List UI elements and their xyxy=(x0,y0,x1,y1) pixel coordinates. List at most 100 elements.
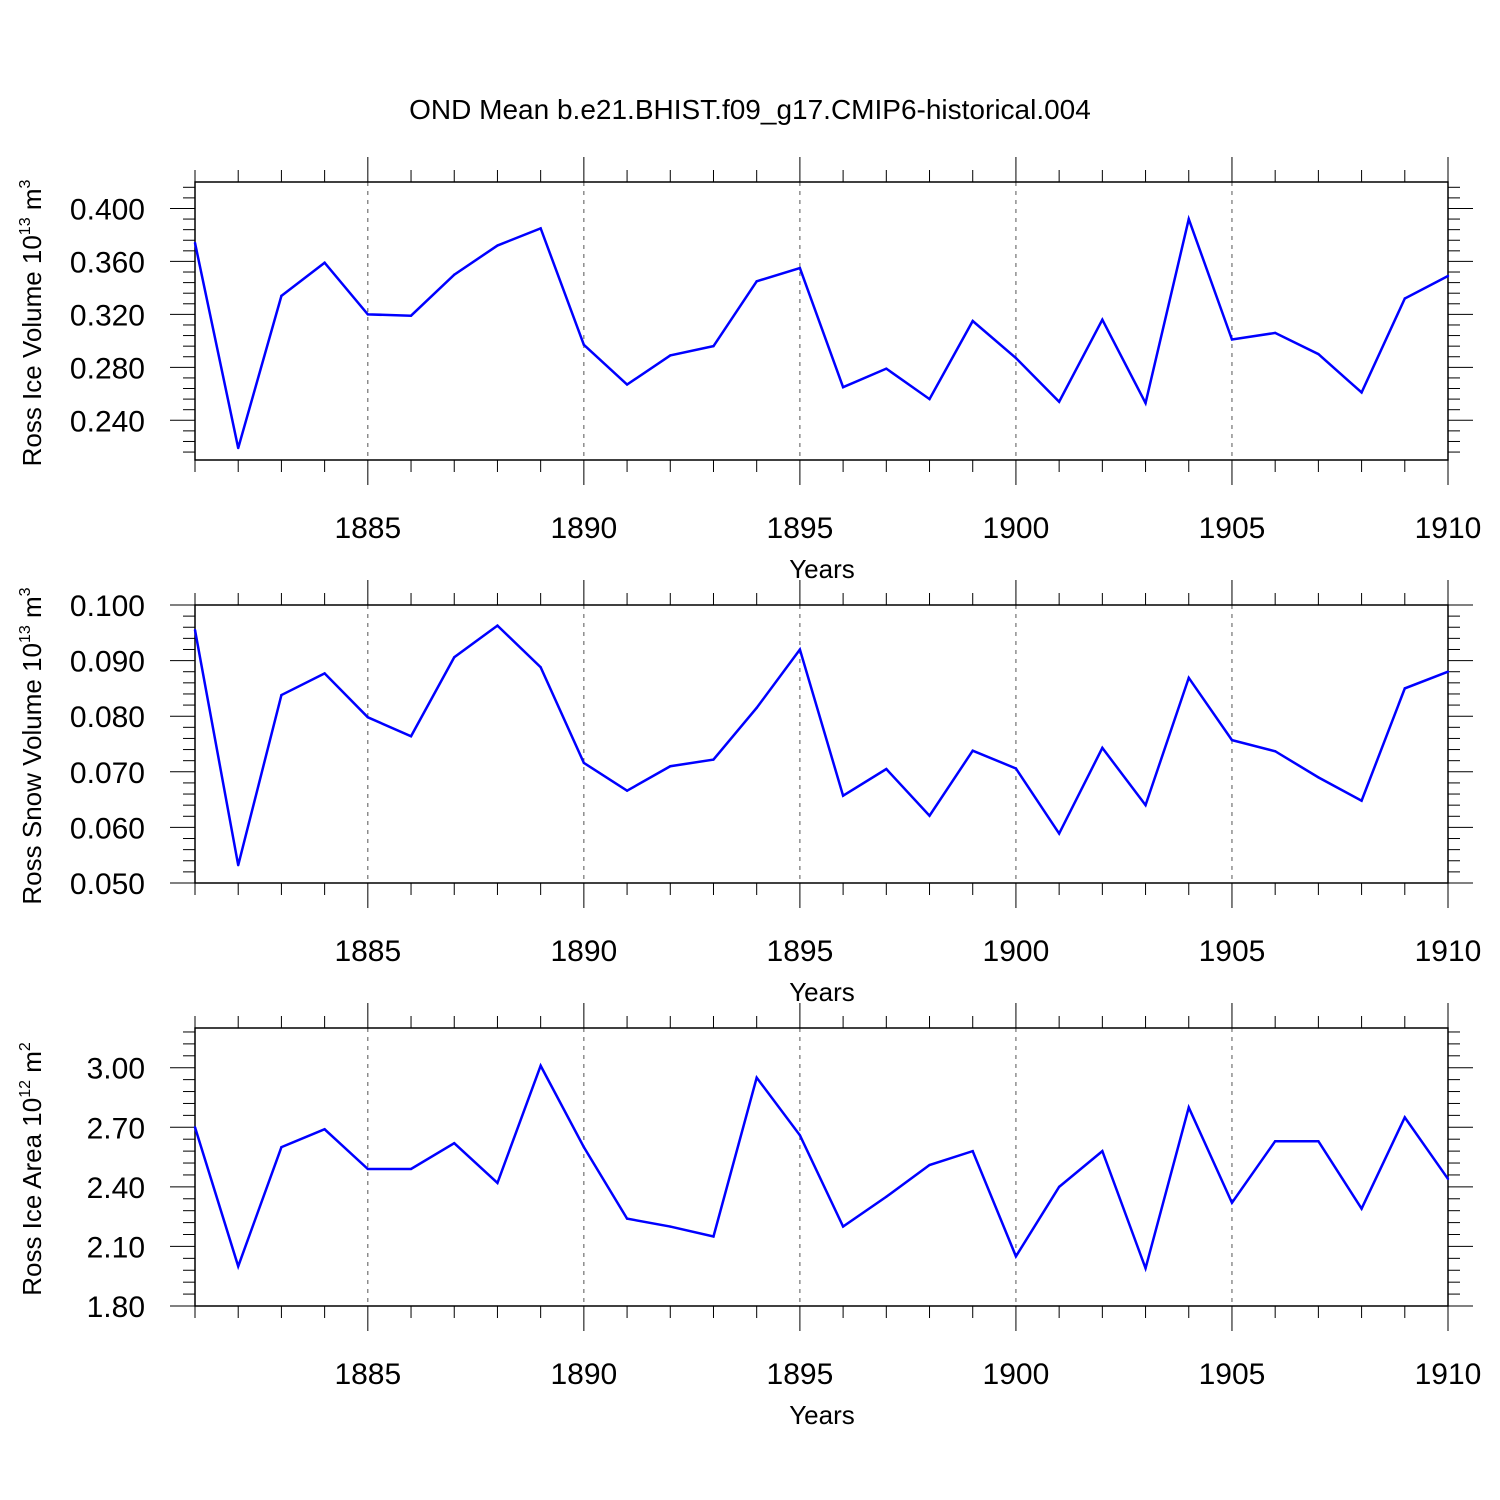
y-tick-label: 0.360 xyxy=(70,246,145,279)
y-tick-label: 0.060 xyxy=(70,812,145,845)
y-tick-label: 0.080 xyxy=(70,701,145,734)
data-point xyxy=(582,343,586,347)
data-point xyxy=(798,266,802,270)
data-point xyxy=(323,672,326,675)
data-point xyxy=(625,1217,629,1220)
y-tick-label: 0.100 xyxy=(70,590,145,623)
data-point xyxy=(928,1163,931,1167)
data-point xyxy=(193,1126,197,1129)
panel-ross-ice-area: 1.80 2.10 2.40 2.70 3.00 1885 1890 1895 1900 1905… xyxy=(17,1003,1481,1430)
series-line-ross-snow-volume xyxy=(193,623,1449,866)
x-axis-label: Years xyxy=(789,977,855,1007)
data-point xyxy=(409,314,413,317)
x-tick-label: 1900 xyxy=(983,1358,1050,1391)
data-point xyxy=(366,313,370,316)
data-point xyxy=(582,761,586,765)
data-point xyxy=(1403,1116,1406,1119)
data-point xyxy=(453,656,456,659)
data-point xyxy=(712,1235,715,1238)
data-point xyxy=(1273,1139,1277,1143)
data-point xyxy=(1273,331,1277,335)
x-tick-label: 1910 xyxy=(1415,512,1482,545)
data-point xyxy=(1317,352,1320,356)
data-point xyxy=(1057,400,1061,403)
data-point xyxy=(669,1225,672,1228)
y-axis-label: Ross Snow Volume 1013 m3 xyxy=(17,587,47,904)
data-point xyxy=(885,367,888,370)
x-tick-label: 1885 xyxy=(334,1358,401,1391)
data-point xyxy=(496,244,499,247)
data-point xyxy=(755,280,758,283)
y-tick-label: 0.070 xyxy=(70,757,145,790)
data-point xyxy=(582,1145,586,1149)
data-point xyxy=(1057,832,1061,835)
data-point xyxy=(712,344,715,348)
data-point xyxy=(841,794,845,797)
y-tick-label: 2.10 xyxy=(87,1231,145,1264)
data-point xyxy=(755,706,758,710)
data-point xyxy=(1187,217,1190,221)
plot-frame xyxy=(194,181,1449,461)
y-tick-label: 0.050 xyxy=(70,868,145,901)
data-point xyxy=(1360,1207,1363,1210)
data-point xyxy=(496,624,499,627)
data-point xyxy=(1360,799,1363,802)
data-point xyxy=(1014,1255,1018,1258)
data-point xyxy=(1101,318,1104,321)
data-point xyxy=(280,693,283,697)
series-line-ross-ice-volume xyxy=(193,214,1449,449)
data-point xyxy=(885,767,888,771)
data-point xyxy=(625,383,629,386)
data-point xyxy=(237,446,240,450)
x-tick-label: 1910 xyxy=(1415,1358,1482,1391)
data-point xyxy=(453,273,456,276)
data-point xyxy=(409,735,413,738)
data-point xyxy=(1317,776,1320,779)
data-point xyxy=(1057,1185,1061,1189)
chart-title: OND Mean b.e21.BHIST.f09_g17.CMIP6-histo… xyxy=(409,94,1091,125)
data-point xyxy=(237,1265,240,1268)
data-point xyxy=(539,227,542,230)
data-point xyxy=(1014,767,1018,770)
data-point xyxy=(193,628,197,632)
x-tick-label: 1900 xyxy=(983,512,1050,545)
data-point xyxy=(841,1225,845,1228)
data-point xyxy=(323,261,326,264)
panel-ross-snow-volume: 0.050 0.060 0.070 0.080 0.090 0.100 1885 1890 18… xyxy=(17,580,1481,1007)
data-point xyxy=(1014,356,1018,360)
data-point xyxy=(280,294,283,298)
data-point xyxy=(1144,401,1147,405)
data-point xyxy=(280,1145,283,1149)
data-point xyxy=(409,1167,413,1171)
data-point xyxy=(1230,1201,1234,1204)
x-tick-label: 1895 xyxy=(767,512,834,545)
panel-ross-ice-volume: 0.240 0.280 0.320 0.360 0.400 1885 1890 1895 190… xyxy=(17,157,1481,584)
data-point xyxy=(1144,1267,1147,1270)
data-point xyxy=(971,749,974,752)
data-point xyxy=(496,1181,499,1185)
data-point xyxy=(1144,803,1147,807)
y-tick-label: 0.320 xyxy=(70,299,145,332)
data-point xyxy=(237,864,240,867)
data-point xyxy=(1230,338,1234,341)
plot-frame xyxy=(194,1027,1449,1307)
x-tick-label: 1905 xyxy=(1199,512,1266,545)
x-tick-label: 1910 xyxy=(1415,935,1482,968)
data-point xyxy=(625,789,629,792)
series-line-ross-ice-area xyxy=(193,1062,1450,1273)
data-point xyxy=(928,397,931,401)
data-point xyxy=(1403,687,1406,690)
x-tick-label: 1885 xyxy=(334,512,401,545)
data-point xyxy=(1230,738,1234,742)
data-point xyxy=(755,1076,758,1079)
x-tick-label: 1885 xyxy=(334,935,401,968)
data-point xyxy=(798,648,802,651)
data-point xyxy=(453,1141,456,1145)
data-point xyxy=(1446,274,1450,278)
x-tick-label: 1905 xyxy=(1199,935,1266,968)
data-point xyxy=(1317,1139,1320,1143)
data-point xyxy=(539,1064,542,1067)
plot-frame xyxy=(194,604,1449,884)
y-tick-label: 0.090 xyxy=(70,646,145,679)
